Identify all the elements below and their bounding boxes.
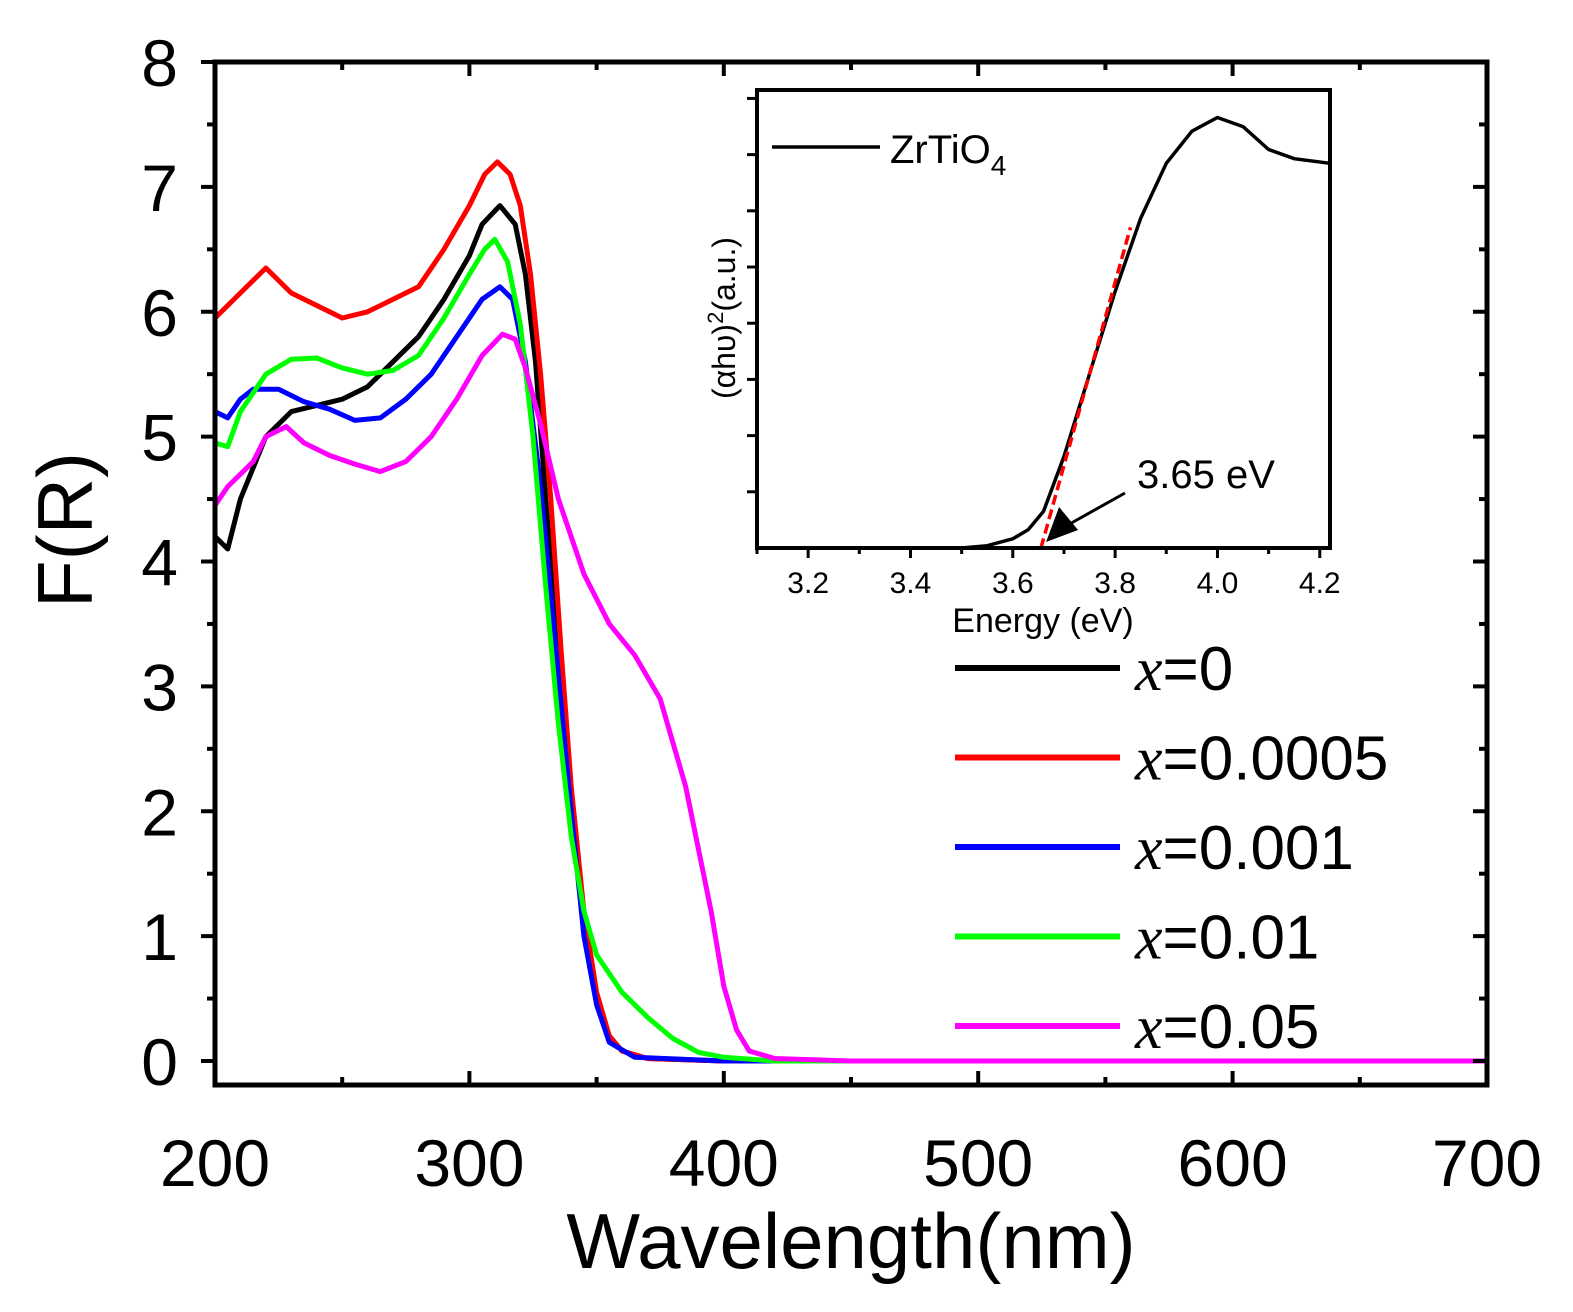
x-tick-label: 600 bbox=[1178, 1126, 1288, 1200]
x-tick-label: 400 bbox=[669, 1126, 779, 1200]
y-tick-label: 5 bbox=[141, 401, 178, 475]
y-tick-label: 7 bbox=[141, 151, 178, 225]
series-line-4 bbox=[212, 331, 1487, 1064]
legend: x=0 x=0.0005 x=0.001 x=0.01 x=0.05 bbox=[955, 635, 1388, 1062]
inset-legend-label: ZrTiO4 bbox=[890, 128, 1006, 181]
x-tick-label: 300 bbox=[414, 1126, 524, 1200]
inset-x-tick-label: 3.2 bbox=[787, 567, 829, 600]
y-tick-label: 2 bbox=[141, 775, 178, 849]
y-tick-label: 0 bbox=[141, 1025, 178, 1099]
inset-y-label-tail: (a.u.) bbox=[706, 237, 742, 312]
inset-x-axis-label: Energy (eV) bbox=[952, 602, 1133, 640]
y-tick-label: 6 bbox=[141, 276, 178, 350]
y-axis-label: F(R) bbox=[21, 452, 109, 608]
inset-plot: 3.2 3.4 3.6 3.8 4.0 4.2 bbox=[747, 88, 1341, 600]
main-plot: 200 300 400 500 600 700 0 1 2 3 4 5 6 7 8 bbox=[141, 26, 1542, 1200]
x-tick-label: 700 bbox=[1432, 1126, 1542, 1200]
series-line-1 bbox=[213, 159, 1487, 1064]
inset-series-line bbox=[757, 115, 1331, 550]
annotation-arrow-head bbox=[1046, 507, 1079, 542]
y-tick-label: 1 bbox=[141, 900, 178, 974]
inset-x-tick-label: 3.8 bbox=[1094, 567, 1136, 600]
inset-y-label-sup: 2 bbox=[703, 312, 728, 324]
annotation-arrow-line bbox=[1065, 491, 1126, 528]
series-line-2 bbox=[213, 284, 1487, 1064]
inset-x-tick-label: 4.2 bbox=[1299, 567, 1341, 600]
inset-x-tick-label: 4.0 bbox=[1197, 567, 1239, 600]
inset-x-tick-label: 3.4 bbox=[890, 567, 932, 600]
y-tick-label: 8 bbox=[141, 26, 178, 100]
x-tick-label: 200 bbox=[160, 1126, 270, 1200]
inset-y-axis-label: (αhυ)2(a.u.) bbox=[703, 237, 742, 399]
inset-frame bbox=[755, 88, 1332, 550]
x-tick-label: 500 bbox=[923, 1126, 1033, 1200]
series-line-3 bbox=[214, 236, 1487, 1064]
y-tick-label: 3 bbox=[141, 650, 178, 724]
inset-y-label-main: (αhυ) bbox=[706, 324, 742, 399]
legend-label-2: x=0.001 bbox=[1134, 814, 1354, 883]
legend-label-1: x=0.0005 bbox=[1134, 725, 1388, 794]
inset-x-tick-label: 3.6 bbox=[992, 567, 1034, 600]
fit-line bbox=[1039, 226, 1133, 549]
legend-label-0: x=0 bbox=[1134, 635, 1233, 704]
legend-label-3: x=0.01 bbox=[1134, 904, 1319, 973]
x-axis-label: Wavelength(nm) bbox=[566, 1197, 1135, 1285]
y-tick-label: 4 bbox=[141, 526, 178, 600]
legend-label-4: x=0.05 bbox=[1134, 993, 1319, 1062]
band-gap-annotation: 3.65 eV bbox=[1137, 453, 1275, 497]
